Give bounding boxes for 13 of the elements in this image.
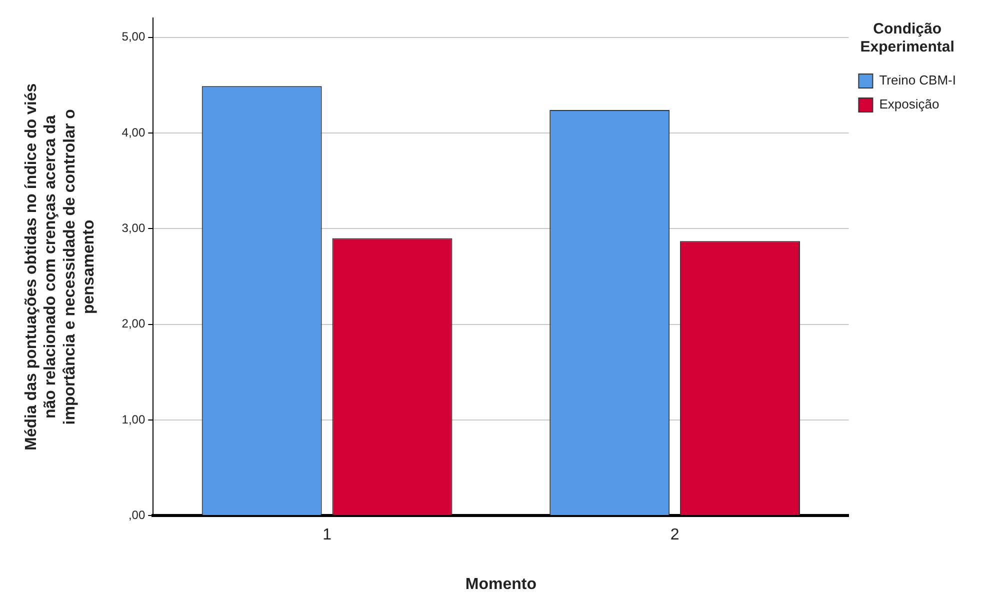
x-tick-label: 1 [322,526,332,544]
legend-label: Exposição [879,96,940,112]
y-tick-label: 3,00 [122,220,146,235]
y-tick-label: 4,00 [122,125,146,140]
y-tick-label: 2,00 [122,316,146,331]
legend-label: Treino CBM-I [879,72,956,88]
y-tick-label: ,00 [128,508,146,522]
x-axis-title: Momento [465,576,537,593]
x-tick-label: 2 [670,526,680,544]
legend-title: Condição Experimental [860,20,954,56]
y-axis-title: Média das pontuações obtidas no índice do viés não relacionado com crenças acerca da importância e necessidade de controlar o pensamento [23,83,98,450]
y-tick-label: 1,00 [122,412,146,426]
y-tick-label: 5,00 [122,30,146,44]
